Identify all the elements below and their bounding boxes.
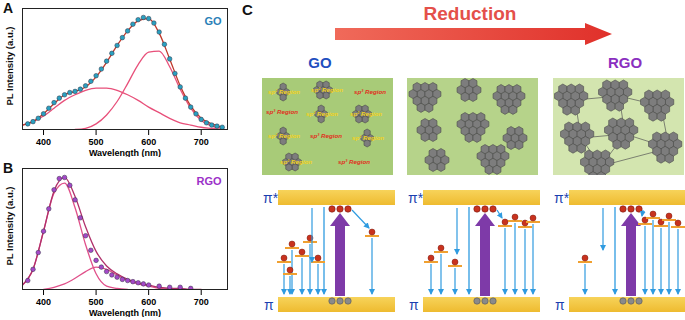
svg-text:sp³ Region: sp³ Region [310,132,342,139]
svg-text:RGO: RGO [196,175,222,187]
svg-text:π: π [555,297,565,313]
html-text:B: B [3,160,14,176]
html-text:A: A [3,0,14,16]
svg-text:500: 500 [89,137,104,147]
html-text:PL Intensity (a.u.): PL Intensity (a.u.) [3,26,15,106]
svg-text:GO: GO [308,54,332,71]
html-text:PL Intensity (a.u.): PL Intensity (a.u.) [3,186,15,266]
svg-text:Reduction: Reduction [424,3,517,24]
svg-text:sp³ Region: sp³ Region [354,88,386,95]
svg-text:Wavelength (nm): Wavelength (nm) [89,308,161,318]
svg-text:700: 700 [194,137,209,147]
svg-text:C: C [242,1,253,18]
svg-text:π*: π* [554,190,570,206]
svg-text:GO: GO [204,15,222,27]
svg-text:π: π [264,297,274,313]
svg-text:400: 400 [36,137,51,147]
svg-text:500: 500 [89,297,104,307]
svg-text:400: 400 [36,297,51,307]
svg-text:600: 600 [141,297,156,307]
svg-text:700: 700 [194,297,209,307]
svg-text:sp² Region: sp² Region [268,132,300,139]
svg-text:sp³ Region: sp³ Region [338,158,370,165]
svg-text:π*: π* [408,190,424,206]
svg-text:RGO: RGO [608,54,643,71]
svg-text:sp² Region: sp² Region [268,88,300,95]
svg-text:π: π [409,297,419,313]
svg-text:sp² Region: sp² Region [311,86,343,93]
svg-text:sp² Region: sp² Region [350,110,382,117]
svg-text:600: 600 [141,137,156,147]
svg-text:sp³ Region: sp³ Region [266,108,298,115]
svg-text:sp² Region: sp² Region [306,110,338,117]
svg-text:sp² Region: sp² Region [352,134,384,141]
svg-text:π*: π* [263,190,279,206]
svg-text:Wavelength (nm): Wavelength (nm) [89,148,161,158]
svg-text:sp² Region: sp² Region [280,158,312,165]
